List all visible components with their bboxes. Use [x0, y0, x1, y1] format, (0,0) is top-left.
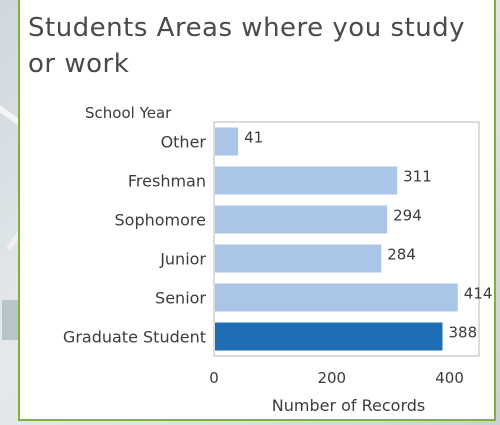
category-label: Senior — [155, 289, 206, 308]
category-label: Sophomore — [115, 211, 206, 230]
bar-junior — [215, 244, 382, 273]
value-label: 284 — [387, 246, 416, 264]
chart-panel: Students Areas where you study or work S… — [18, 0, 496, 421]
value-label: 41 — [244, 129, 263, 147]
map-building — [2, 300, 20, 340]
bar-graduate-student — [215, 322, 443, 351]
x-tick-label: 400 — [435, 369, 464, 387]
value-label: 414 — [464, 285, 493, 303]
category-label: Freshman — [128, 172, 206, 191]
bar-freshman — [215, 166, 398, 195]
category-label: Other — [161, 133, 207, 152]
x-axis-title: Number of Records — [272, 396, 425, 415]
value-label: 294 — [393, 207, 422, 225]
bar-chart: School Year Other 41 Freshman 311 Sophomore 29… — [63, 104, 493, 415]
x-tick-label: 0 — [209, 369, 219, 387]
category-axis-title: School Year — [85, 104, 172, 122]
category-label: Junior — [159, 250, 206, 269]
x-tick-label: 200 — [317, 369, 346, 387]
bar-other — [215, 127, 239, 156]
value-label: 311 — [403, 168, 432, 186]
chart-title: Students Areas where you study or work — [28, 13, 466, 79]
category-label: Graduate Student — [63, 328, 206, 347]
plot-frame — [213, 121, 480, 357]
bar-senior — [215, 283, 458, 312]
value-label: 388 — [448, 324, 477, 342]
bar-sophomore — [215, 205, 388, 234]
